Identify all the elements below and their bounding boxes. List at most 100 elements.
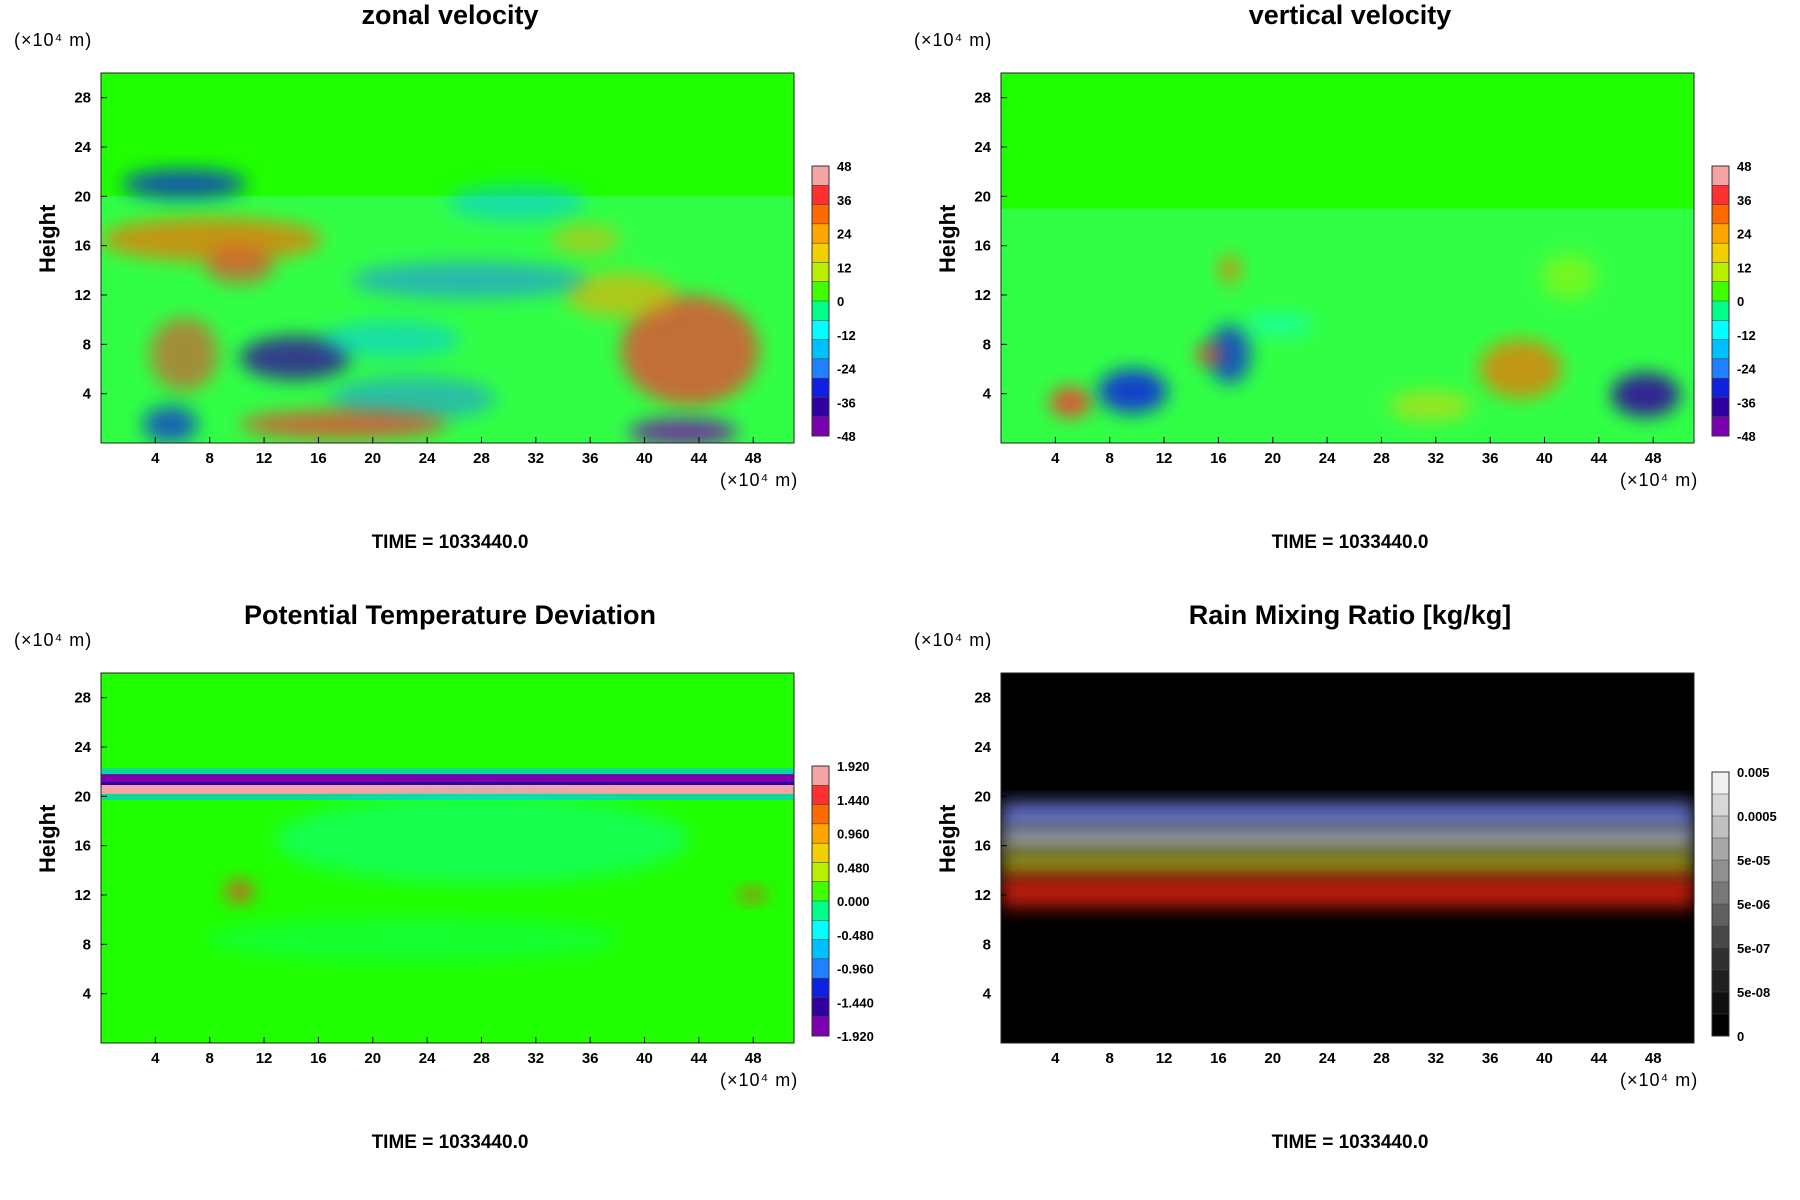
colorbar-segment — [812, 262, 829, 283]
x-tick-label: 44 — [1591, 1050, 1608, 1067]
y-tick-label: 12 — [74, 887, 91, 904]
colorbar-label: 24 — [837, 227, 852, 242]
x-tick-label: 12 — [256, 450, 273, 467]
lower-layer — [1001, 208, 1694, 443]
colorbar-frame — [811, 165, 830, 437]
colorbar-label: 1.440 — [837, 793, 870, 808]
chart-title: Potential Temperature Deviation — [243, 600, 657, 630]
colorbar-label: 12 — [837, 260, 851, 275]
field-blob — [1098, 369, 1168, 414]
plot-vertical-velocity: 4 8 12 16 20 24 28 32 36 40 44 48481216202428483624… — [974, 72, 1757, 467]
y-tick-label: 12 — [74, 287, 91, 304]
colorbar-segment — [812, 1016, 829, 1037]
colorbar-label: 36 — [837, 193, 851, 208]
colorbar-segment — [812, 785, 829, 806]
field-blob — [627, 418, 739, 443]
colorbar-segment — [812, 901, 829, 921]
field-blob — [350, 261, 587, 299]
x-tick-label: 32 — [527, 1050, 544, 1067]
colorbar-segment — [1712, 301, 1729, 321]
colorbar-segment — [1712, 339, 1729, 360]
colorbar-segment — [1712, 320, 1729, 341]
y-tick-label: 4 — [83, 986, 92, 1003]
field-blob — [329, 376, 497, 421]
x-tick-label: 32 — [1427, 1050, 1444, 1067]
plot-frame — [100, 72, 795, 444]
x-tick-label: 4 — [151, 450, 160, 467]
field-blob — [1243, 313, 1313, 336]
time-label: TIME = 1033440.0 — [1271, 1132, 1429, 1153]
colorbar-segment — [812, 416, 829, 437]
colorbar-segment — [1712, 378, 1729, 398]
x-tick-label: 24 — [419, 450, 436, 467]
colorbar-segment — [1712, 1014, 1729, 1037]
field-layer — [101, 169, 794, 443]
cloud-middle — [1001, 851, 1694, 877]
x-scale-label: (×10⁴ m) — [1620, 470, 1699, 490]
y-tick-label: 12 — [974, 287, 991, 304]
colorbar-segment — [812, 939, 829, 960]
colorbar-segment — [812, 378, 829, 398]
x-tick-label: 32 — [1427, 450, 1444, 467]
colorbar-label: -48 — [837, 429, 856, 444]
colorbar-segment — [812, 339, 829, 360]
y-tick-label: 24 — [974, 739, 991, 756]
cloud-bottom — [1001, 876, 1694, 908]
colorbar-label: 5e-06 — [1737, 897, 1770, 912]
plot-zonal-velocity: 4 8 12 16 20 24 28 32 36 40 44 48481216202428483624… — [74, 72, 857, 467]
panel-potential-temperature-deviation: Potential Temperature Deviation (×10⁴ m)… — [0, 600, 900, 1200]
x-tick-label: 8 — [206, 450, 214, 467]
x-tick-label: 28 — [473, 450, 490, 467]
y-tick-label: 8 — [83, 336, 91, 353]
cloud-top — [1001, 802, 1694, 828]
colorbar-label: 1.920 — [837, 759, 870, 774]
colorbar-segment — [1712, 794, 1729, 817]
x-tick-label: 36 — [1482, 450, 1499, 467]
colorbar-segment — [812, 881, 829, 902]
colorbar-label: -24 — [837, 362, 857, 377]
colorbar-label: 0.0005 — [1737, 809, 1777, 824]
field-blob — [101, 217, 323, 262]
colorbar-segment — [1712, 816, 1729, 839]
field-blob — [239, 335, 351, 381]
colorbar-label: 0 — [1737, 294, 1744, 309]
colorbar-frame — [1711, 165, 1730, 437]
colorbar-segment — [1712, 948, 1729, 971]
y-tick-label: 8 — [983, 336, 991, 353]
y-tick-label: 28 — [74, 90, 91, 107]
x-tick-label: 40 — [636, 450, 653, 467]
x-tick-label: 20 — [364, 1050, 381, 1067]
x-tick-label: 16 — [1210, 450, 1227, 467]
colorbar-label: 48 — [1737, 159, 1751, 174]
plot-frame — [100, 672, 795, 1044]
x-tick-label: 8 — [206, 1050, 214, 1067]
y-tick-label: 20 — [974, 188, 991, 205]
y-tick-label: 4 — [983, 986, 992, 1003]
x-tick-label: 40 — [636, 1050, 653, 1067]
x-tick-label: 48 — [745, 450, 762, 467]
colorbar-segment — [1712, 838, 1729, 861]
x-tick-label: 28 — [1373, 450, 1390, 467]
x-tick-label: 4 — [1051, 450, 1060, 467]
field-blob — [620, 295, 760, 406]
field-blob — [142, 406, 199, 443]
colorbar-segment — [1712, 166, 1729, 186]
field-blob — [1219, 254, 1241, 284]
colorbar-label: 0.960 — [837, 827, 870, 842]
y-tick-label: 8 — [983, 936, 991, 953]
colorbar-segment — [812, 204, 829, 225]
x-tick-label: 44 — [691, 1050, 708, 1067]
colorbar-segment — [1712, 281, 1729, 302]
x-tick-label: 40 — [1536, 450, 1553, 467]
panel-vertical-velocity: vertical velocity (×10⁴ m) Height (×10⁴ … — [900, 0, 1800, 600]
x-tick-label: 36 — [1482, 1050, 1499, 1067]
y-tick-label: 24 — [74, 739, 91, 756]
colorbar-segment — [1712, 185, 1729, 206]
field-blob — [239, 409, 448, 440]
colorbar-label: -0.480 — [837, 928, 874, 943]
colorbar-segment — [1712, 904, 1729, 927]
chart-title: Rain Mixing Ratio [kg/kg] — [1188, 600, 1512, 630]
field-blob — [225, 880, 254, 903]
x-tick-label: 12 — [256, 1050, 273, 1067]
colorbar-label: -48 — [1737, 429, 1756, 444]
